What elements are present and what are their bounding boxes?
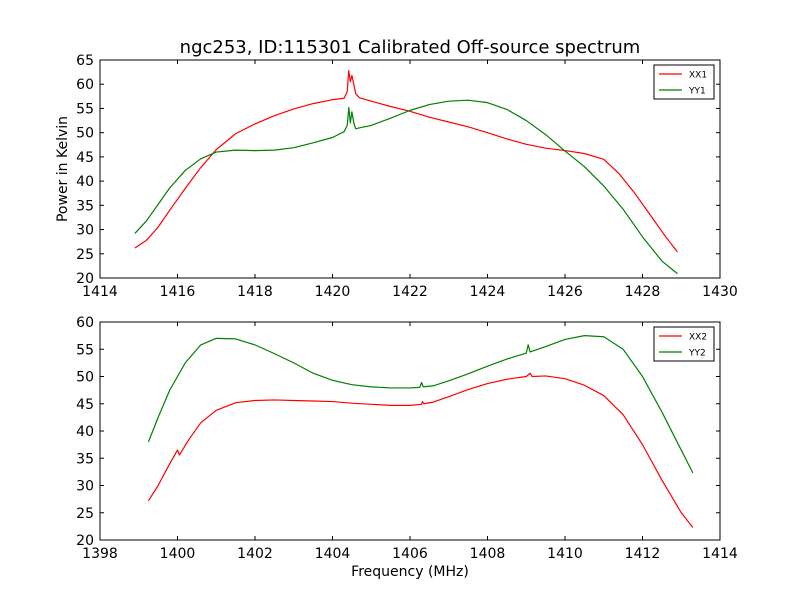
- bottom-y-tick-label: 45: [76, 397, 94, 413]
- y-axis-label: Power in Kelvin: [55, 116, 71, 222]
- bottom-y-tick-label: 20: [76, 533, 94, 549]
- bottom-spectrum-panel: 1398 1400 1402 1404 1406 1408 1410 1412 1414 20 25…: [76, 315, 738, 562]
- top-y-tick-label: 40: [76, 174, 94, 190]
- bottom-x-tick-label: 1404: [315, 546, 351, 562]
- bottom-y-tick-label: 50: [76, 370, 94, 386]
- x-axis-label: Frequency (MHz): [351, 564, 469, 580]
- bottom-x-tick-label: 1402: [237, 546, 273, 562]
- bottom-y-tick-label: 55: [76, 342, 94, 358]
- bottom-series-line-xx2: [147, 372, 694, 528]
- top-y-tick-label: 60: [76, 77, 94, 93]
- top-y-tick-label: 25: [76, 247, 94, 263]
- bottom-y-tick-label: 25: [76, 506, 94, 522]
- bottom-series-line-yy2: [147, 335, 694, 474]
- top-legend-box: [653, 64, 715, 100]
- top-series-line-xx1: [134, 70, 678, 253]
- top-y-tick-label: 50: [76, 126, 94, 142]
- bottom-y-tick-label: 35: [76, 451, 94, 467]
- bottom-x-tick-label: 1412: [625, 546, 661, 562]
- top-y-tick-label: 35: [76, 198, 94, 214]
- top-spectrum-panel: 1414 1416 1418 1420 1422 1424 1426 1428 1430 20 25…: [76, 53, 738, 300]
- top-x-tick-label: 1418: [237, 284, 273, 300]
- bottom-x-tick-label: 1414: [702, 546, 738, 562]
- top-y-tick-label: 30: [76, 223, 94, 239]
- bottom-x-tick-label: 1408: [470, 546, 506, 562]
- top-x-tick-label: 1428: [625, 284, 661, 300]
- top-legend-label: XX1: [689, 71, 707, 81]
- top-y-tick-label: 55: [76, 101, 94, 117]
- top-x-tick-label: 1424: [470, 284, 506, 300]
- top-series-line-yy1: [134, 99, 678, 275]
- bottom-x-tick-label: 1406: [392, 546, 428, 562]
- bottom-legend-box: [653, 326, 715, 362]
- bottom-x-tick-label: 1410: [547, 546, 583, 562]
- top-x-tick-label: 1420: [315, 284, 351, 300]
- bottom-y-tick-label: 30: [76, 479, 94, 495]
- bottom-y-tick-label: 40: [76, 424, 94, 440]
- top-y-tick-label: 20: [76, 271, 94, 287]
- top-x-tick-label: 1414: [82, 284, 118, 300]
- top-y-tick-label: 65: [76, 53, 94, 69]
- top-x-tick-label: 1422: [392, 284, 428, 300]
- bottom-legend-label: XX2: [689, 333, 707, 343]
- bottom-legend: XX2 YY2: [653, 326, 715, 362]
- bottom-x-tick-label: 1400: [160, 546, 196, 562]
- top-x-tick-label: 1416: [160, 284, 196, 300]
- top-x-tick-label: 1426: [547, 284, 583, 300]
- bottom-x-tick-label: 1398: [82, 546, 118, 562]
- bottom-legend-label: YY2: [688, 349, 706, 359]
- figure-title: ngc253, ID:115301 Calibrated Off-source …: [180, 37, 641, 58]
- top-y-tick-label: 45: [76, 150, 94, 166]
- top-x-tick-label: 1430: [702, 284, 738, 300]
- top-legend: XX1 YY1: [653, 64, 715, 100]
- bottom-y-tick-label: 60: [76, 315, 94, 331]
- top-legend-label: YY1: [688, 87, 706, 97]
